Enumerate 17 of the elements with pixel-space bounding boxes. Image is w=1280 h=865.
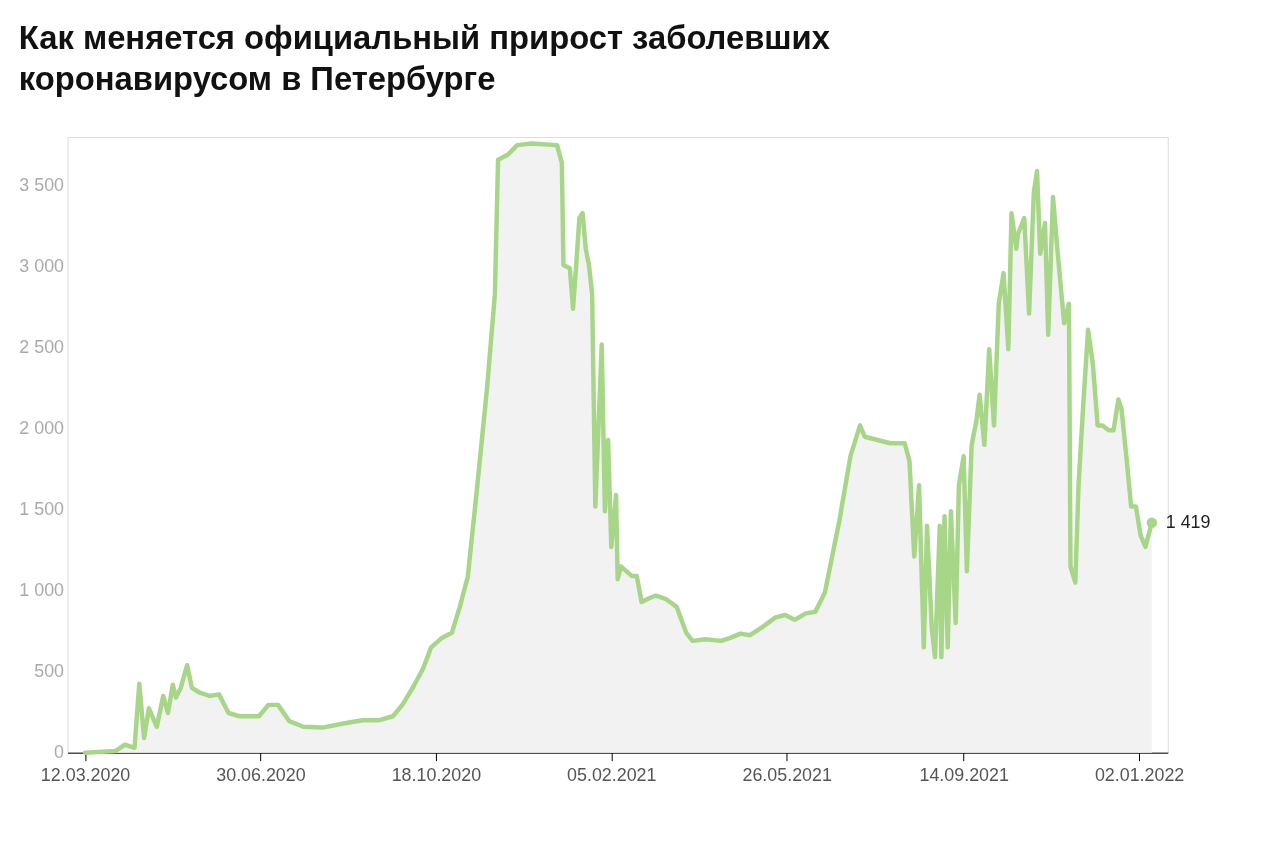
x-tick-label: 14.09.2021 [919, 764, 1009, 785]
y-tick-label: 1 000 [19, 580, 65, 601]
y-tick-label: 3 500 [19, 175, 65, 196]
x-tick-label: 18.10.2020 [391, 764, 482, 785]
y-tick-label: 0 [54, 742, 65, 763]
y-tick-label: 500 [34, 661, 65, 682]
chart-title: Как меняется официальный прирост заболевших коронавирусом в Петербурге [18, 18, 830, 98]
x-tick-label: 12.03.2020 [40, 764, 131, 785]
x-tick-label: 05.02.2021 [567, 764, 657, 785]
y-tick-label: 2 500 [19, 337, 65, 358]
y-tick-label: 3 000 [19, 256, 65, 277]
x-tick-label: 30.06.2020 [216, 764, 306, 785]
x-tick-label: 02.01.2022 [1094, 764, 1185, 785]
x-tick-label: 26.05.2021 [742, 764, 832, 785]
annotation: 1 419 [1165, 511, 1211, 532]
y-tick-label: 1 500 [19, 499, 65, 520]
y-tick-label: 2 000 [19, 418, 65, 439]
